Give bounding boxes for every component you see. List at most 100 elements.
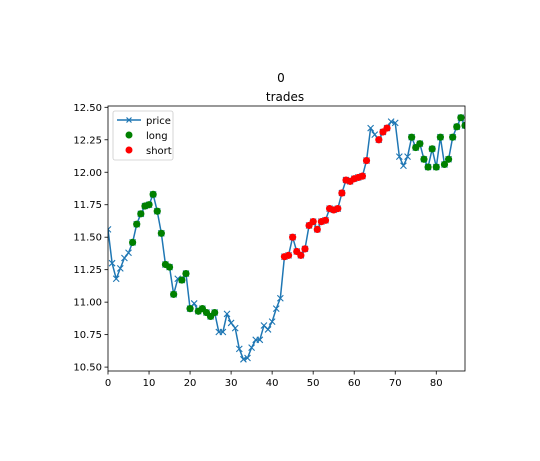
short-point <box>313 225 321 234</box>
long-point <box>461 121 465 130</box>
x-tick-label: 20 <box>184 378 197 389</box>
y-tick-label: 10.50 <box>73 363 102 374</box>
y-tick-label: 11.00 <box>73 298 102 309</box>
long-point <box>186 305 194 313</box>
short-point <box>297 251 305 259</box>
price-point <box>219 328 227 336</box>
price-point <box>108 259 116 267</box>
price-point <box>268 318 276 326</box>
long-point <box>424 163 432 171</box>
price-point <box>264 326 272 333</box>
short-point <box>375 136 383 144</box>
legend-label-short: short <box>146 146 172 157</box>
price-point <box>231 324 239 332</box>
y-tick-label: 12.50 <box>73 103 102 114</box>
long-point <box>129 238 137 246</box>
long-point <box>436 133 444 141</box>
legend-label-price: price <box>146 116 171 127</box>
price-point <box>240 355 247 363</box>
legend-entry-price: price <box>117 116 171 127</box>
axes-frame <box>107 105 466 372</box>
price-point <box>400 162 407 170</box>
long-point <box>153 207 161 215</box>
x-tick-label: 60 <box>348 378 361 389</box>
price-point <box>190 300 198 307</box>
short-point <box>358 172 367 180</box>
long-point <box>165 263 174 271</box>
plot-area <box>108 114 465 363</box>
legend-short-dot-icon <box>125 146 133 154</box>
long-point <box>182 269 190 278</box>
price-point <box>108 226 112 233</box>
price-point <box>387 118 395 125</box>
legend-entry-short: short <box>125 146 172 157</box>
short-point <box>321 216 330 224</box>
x-tick-label: 80 <box>430 378 443 389</box>
x-tick-label: 40 <box>266 378 279 389</box>
long-point <box>416 140 424 148</box>
figure-suptitle: 0 <box>277 71 285 85</box>
long-point <box>440 160 449 169</box>
price-point <box>276 294 284 302</box>
long-point <box>428 145 436 153</box>
short-point <box>284 251 293 259</box>
legend-label-long: long <box>146 131 168 142</box>
y-tick-label: 11.50 <box>73 233 102 244</box>
price-point <box>121 254 128 262</box>
price-point <box>227 319 235 327</box>
legend-long-dot-icon <box>125 131 133 139</box>
price-point <box>244 354 251 362</box>
price-point <box>395 153 403 161</box>
long-point <box>453 123 461 131</box>
price-point <box>223 310 231 318</box>
long-point <box>170 290 178 298</box>
short-point <box>338 189 346 197</box>
axes: 0 10 20 30 40 50 60 70 80 10.50 10.75 11.00 11.25 11.… <box>73 103 442 389</box>
x-tick-label: 50 <box>307 378 320 389</box>
long-point <box>449 133 457 141</box>
price-point <box>125 249 132 257</box>
short-point <box>334 205 342 213</box>
short-point <box>362 156 371 165</box>
legend: price long short <box>112 110 174 161</box>
price-point <box>404 153 411 161</box>
short-point <box>383 124 391 132</box>
y-tick-label: 12.00 <box>73 168 102 179</box>
long-point <box>145 201 153 209</box>
price-point <box>367 124 375 132</box>
long-point <box>457 114 465 122</box>
long-point <box>432 163 440 171</box>
long-point <box>149 190 157 198</box>
legend-entry-long: long <box>125 131 168 142</box>
long-point <box>157 229 165 237</box>
short-point <box>309 218 317 226</box>
price-point <box>272 305 280 313</box>
price-point <box>248 344 256 352</box>
y-tick-label: 11.75 <box>73 200 102 211</box>
y-tick-label: 11.25 <box>73 265 102 276</box>
short-point <box>289 233 297 241</box>
price-point <box>256 336 264 344</box>
y-tick-label: 10.75 <box>73 330 102 341</box>
x-tick-label: 70 <box>389 378 402 389</box>
short-point <box>301 245 309 253</box>
price-point <box>391 119 399 127</box>
long-point <box>408 133 416 141</box>
long-point <box>444 155 453 163</box>
x-tick-label: 30 <box>225 378 238 389</box>
long-point <box>420 155 428 163</box>
price-point <box>371 131 379 138</box>
price-point <box>235 345 243 353</box>
price-point <box>116 264 124 272</box>
y-tick-label: 12.25 <box>73 135 102 146</box>
long-point <box>133 220 141 228</box>
x-tick-label: 10 <box>143 378 156 389</box>
x-tick-label: 0 <box>105 378 111 389</box>
long-point <box>137 210 145 218</box>
chart-title: trades <box>266 90 304 104</box>
price-point <box>112 275 120 283</box>
long-point <box>178 276 186 284</box>
legend-price-x-icon <box>126 117 132 123</box>
